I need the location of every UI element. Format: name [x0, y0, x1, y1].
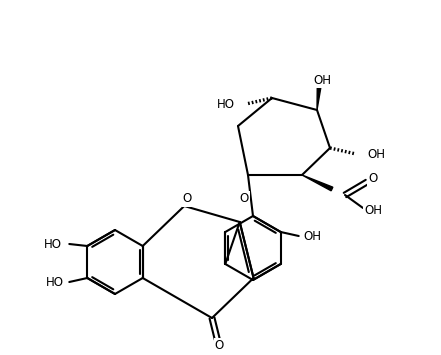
Text: HO: HO	[217, 98, 235, 110]
Text: O: O	[368, 173, 377, 186]
Text: OH: OH	[364, 203, 382, 217]
Polygon shape	[317, 88, 321, 110]
Text: HO: HO	[46, 275, 64, 289]
Text: OH: OH	[304, 229, 322, 242]
Text: OH: OH	[313, 73, 331, 87]
Text: O: O	[240, 192, 249, 205]
Text: HO: HO	[44, 237, 62, 251]
Polygon shape	[302, 175, 333, 191]
Text: O: O	[215, 339, 224, 352]
Text: O: O	[183, 192, 192, 206]
Text: OH: OH	[367, 147, 385, 160]
